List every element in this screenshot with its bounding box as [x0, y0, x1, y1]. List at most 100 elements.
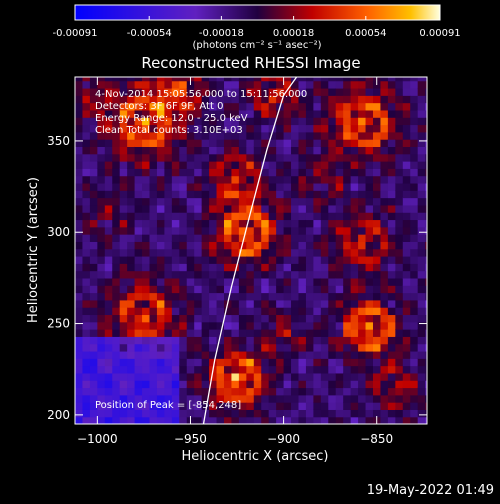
heatmap-cell [82, 204, 91, 213]
heatmap-cell [320, 307, 329, 316]
heatmap-cell [142, 102, 151, 111]
heatmap-cell [417, 146, 426, 155]
heatmap-cell [425, 117, 427, 126]
heatmap-cell [186, 277, 195, 286]
heatmap-cell [328, 131, 337, 140]
heatmap-cell [358, 139, 367, 147]
heatmap-cell [320, 168, 329, 177]
heatmap-cell [305, 204, 314, 213]
heatmap-cell [149, 350, 158, 359]
heatmap-cell [209, 343, 218, 352]
heatmap-cell [75, 190, 84, 199]
heatmap-cell [238, 380, 247, 389]
heatmap-cell [201, 343, 210, 352]
heatmap-cell [112, 77, 121, 82]
heatmap-cell [186, 285, 195, 294]
heatmap-cell [127, 336, 136, 345]
heatmap-cell [298, 80, 307, 89]
heatmap-cell [142, 146, 151, 155]
heatmap-cell [291, 350, 300, 359]
heatmap-cell [276, 314, 285, 323]
heatmap-cell [142, 263, 151, 272]
heatmap-cell [104, 139, 113, 147]
heatmap-cell [231, 131, 240, 140]
heatmap-cell [417, 350, 426, 359]
heatmap-cell [119, 416, 128, 424]
heatmap-cell [320, 350, 329, 359]
heatmap-cell [216, 80, 225, 89]
heatmap-cell [410, 270, 419, 279]
heatmap-cell [119, 139, 128, 147]
heatmap-cell [75, 255, 84, 264]
heatmap-cell [402, 161, 411, 169]
heatmap-cell [365, 394, 374, 403]
heatmap-cell [104, 248, 113, 257]
heatmap-cell [387, 380, 396, 389]
heatmap-cell [365, 321, 374, 330]
heatmap-cell [127, 197, 136, 206]
heatmap-cell [164, 80, 173, 89]
heatmap-cell [291, 402, 300, 410]
heatmap-cell [127, 350, 136, 359]
heatmap-cell [134, 219, 143, 228]
heatmap-cell [223, 343, 233, 352]
heatmap-cell [313, 77, 322, 82]
heatmap-cell [186, 255, 195, 264]
heatmap-cell [89, 87, 98, 96]
heatmap-cell [313, 87, 322, 96]
heatmap-cell [358, 314, 367, 323]
heatmap-cell [223, 175, 233, 184]
heatmap-cell [89, 146, 98, 155]
heatmap-cell [305, 234, 314, 242]
heatmap-cell [186, 124, 195, 133]
heatmap-cell [395, 394, 404, 403]
heatmap-cell [276, 277, 285, 286]
heatmap-cell [276, 263, 285, 272]
heatmap-cell [291, 365, 300, 374]
heatmap-cell [365, 80, 374, 89]
heatmap-cell [97, 299, 106, 308]
heatmap-cell [194, 161, 203, 169]
heatmap-cell [179, 182, 188, 191]
heatmap-cell [343, 175, 352, 184]
heatmap-cell [283, 109, 292, 118]
heatmap-cell [156, 299, 165, 308]
heatmap-cell [380, 109, 389, 118]
heatmap-cell [194, 263, 203, 272]
heatmap-cell [246, 248, 255, 257]
heatmap-cell [246, 387, 255, 396]
heatmap-cell [238, 146, 247, 155]
heatmap-cell [372, 365, 382, 374]
heatmap-cell [246, 77, 255, 82]
heatmap-cell [343, 80, 352, 89]
heatmap-cell [268, 416, 277, 424]
heatmap-cell [350, 409, 359, 418]
heatmap-cell [216, 299, 225, 308]
heatmap-cell [104, 358, 113, 367]
heatmap-cell [372, 409, 382, 418]
heatmap-cell [142, 314, 151, 323]
heatmap-cell [395, 124, 404, 133]
heatmap-cell [89, 117, 98, 126]
heatmap-cell [395, 285, 404, 294]
heatmap-cell [380, 77, 389, 82]
heatmap-cell [372, 255, 382, 264]
heatmap-cell [97, 387, 106, 396]
heatmap-cell [283, 146, 292, 155]
heatmap-cell [216, 182, 225, 191]
heatmap-cell [410, 277, 419, 286]
heatmap-cell [89, 109, 98, 118]
heatmap-cell [268, 190, 277, 199]
heatmap-cell [104, 117, 113, 126]
heatmap-cell [201, 197, 210, 206]
heatmap-cell [112, 402, 121, 410]
heatmap-cell [261, 226, 270, 235]
heatmap-cell [402, 102, 411, 111]
heatmap-cell [298, 131, 307, 140]
heatmap-cell [194, 314, 203, 323]
heatmap-cell [343, 365, 352, 374]
heatmap-cell [343, 409, 352, 418]
heatmap-cell [149, 321, 158, 330]
heatmap-cell [149, 277, 158, 286]
heatmap-cell [276, 168, 285, 177]
